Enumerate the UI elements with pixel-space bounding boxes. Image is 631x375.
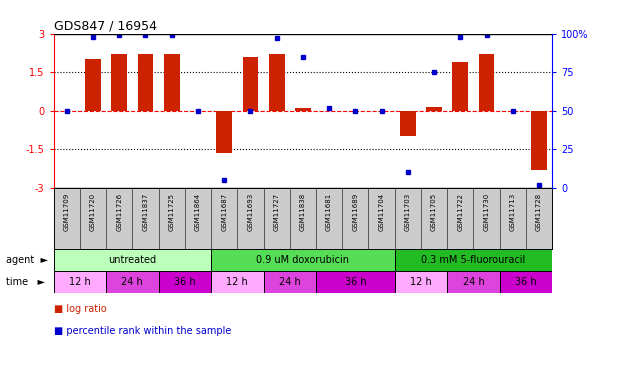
Text: GSM11838: GSM11838 (300, 193, 306, 231)
Text: ■ log ratio: ■ log ratio (54, 304, 107, 314)
Bar (447, 271, 500, 292)
Text: 36 h: 36 h (174, 277, 196, 287)
Text: GSM11681: GSM11681 (326, 193, 332, 231)
Bar (85, 59, 101, 111)
Bar (400, 111, 416, 136)
Text: agent  ►: agent ► (6, 255, 49, 265)
Bar (164, 54, 180, 111)
Text: time   ►: time ► (6, 277, 45, 287)
Text: GSM11722: GSM11722 (457, 193, 463, 231)
Text: 12 h: 12 h (227, 277, 248, 287)
Text: GSM11709: GSM11709 (64, 193, 70, 231)
Bar (54, 249, 211, 271)
Bar (452, 62, 468, 111)
Text: 36 h: 36 h (345, 277, 366, 287)
Text: GSM11703: GSM11703 (405, 193, 411, 231)
Bar (138, 54, 153, 111)
Bar (395, 271, 447, 292)
Text: 0.3 mM 5-fluorouracil: 0.3 mM 5-fluorouracil (422, 255, 526, 265)
Bar (269, 54, 285, 111)
Text: 36 h: 36 h (515, 277, 537, 287)
Text: GSM11720: GSM11720 (90, 193, 96, 231)
Text: GSM11864: GSM11864 (195, 193, 201, 231)
Text: GSM11728: GSM11728 (536, 193, 542, 231)
Text: GSM11713: GSM11713 (510, 193, 516, 231)
Bar (531, 111, 547, 170)
Bar (211, 249, 395, 271)
Text: GSM11704: GSM11704 (379, 193, 384, 231)
Bar (158, 271, 211, 292)
Bar (216, 111, 232, 153)
Text: GSM11727: GSM11727 (274, 193, 280, 231)
Text: 24 h: 24 h (463, 277, 484, 287)
Text: GSM11837: GSM11837 (143, 193, 148, 231)
Text: GSM11725: GSM11725 (168, 193, 175, 231)
Bar (426, 107, 442, 111)
Text: ■ percentile rank within the sample: ■ percentile rank within the sample (54, 326, 231, 336)
Text: 24 h: 24 h (279, 277, 300, 287)
Bar (316, 271, 395, 292)
Text: 12 h: 12 h (69, 277, 91, 287)
Text: 0.9 uM doxorubicin: 0.9 uM doxorubicin (256, 255, 350, 265)
Text: GSM11705: GSM11705 (431, 193, 437, 231)
Bar (106, 271, 158, 292)
Bar (264, 271, 316, 292)
Text: 24 h: 24 h (122, 277, 143, 287)
Bar (295, 108, 310, 111)
Bar (500, 271, 552, 292)
Bar (395, 249, 552, 271)
Text: GSM11730: GSM11730 (483, 193, 490, 231)
Text: GSM11687: GSM11687 (221, 193, 227, 231)
Bar (111, 54, 127, 111)
Text: GSM11689: GSM11689 (352, 193, 358, 231)
Text: untreated: untreated (109, 255, 156, 265)
Bar (54, 271, 106, 292)
Text: GDS847 / 16954: GDS847 / 16954 (54, 20, 156, 33)
Text: GSM11726: GSM11726 (116, 193, 122, 231)
Text: 12 h: 12 h (410, 277, 432, 287)
Text: GSM11693: GSM11693 (247, 193, 254, 231)
Bar (479, 54, 495, 111)
Bar (242, 57, 258, 111)
Bar (211, 271, 264, 292)
